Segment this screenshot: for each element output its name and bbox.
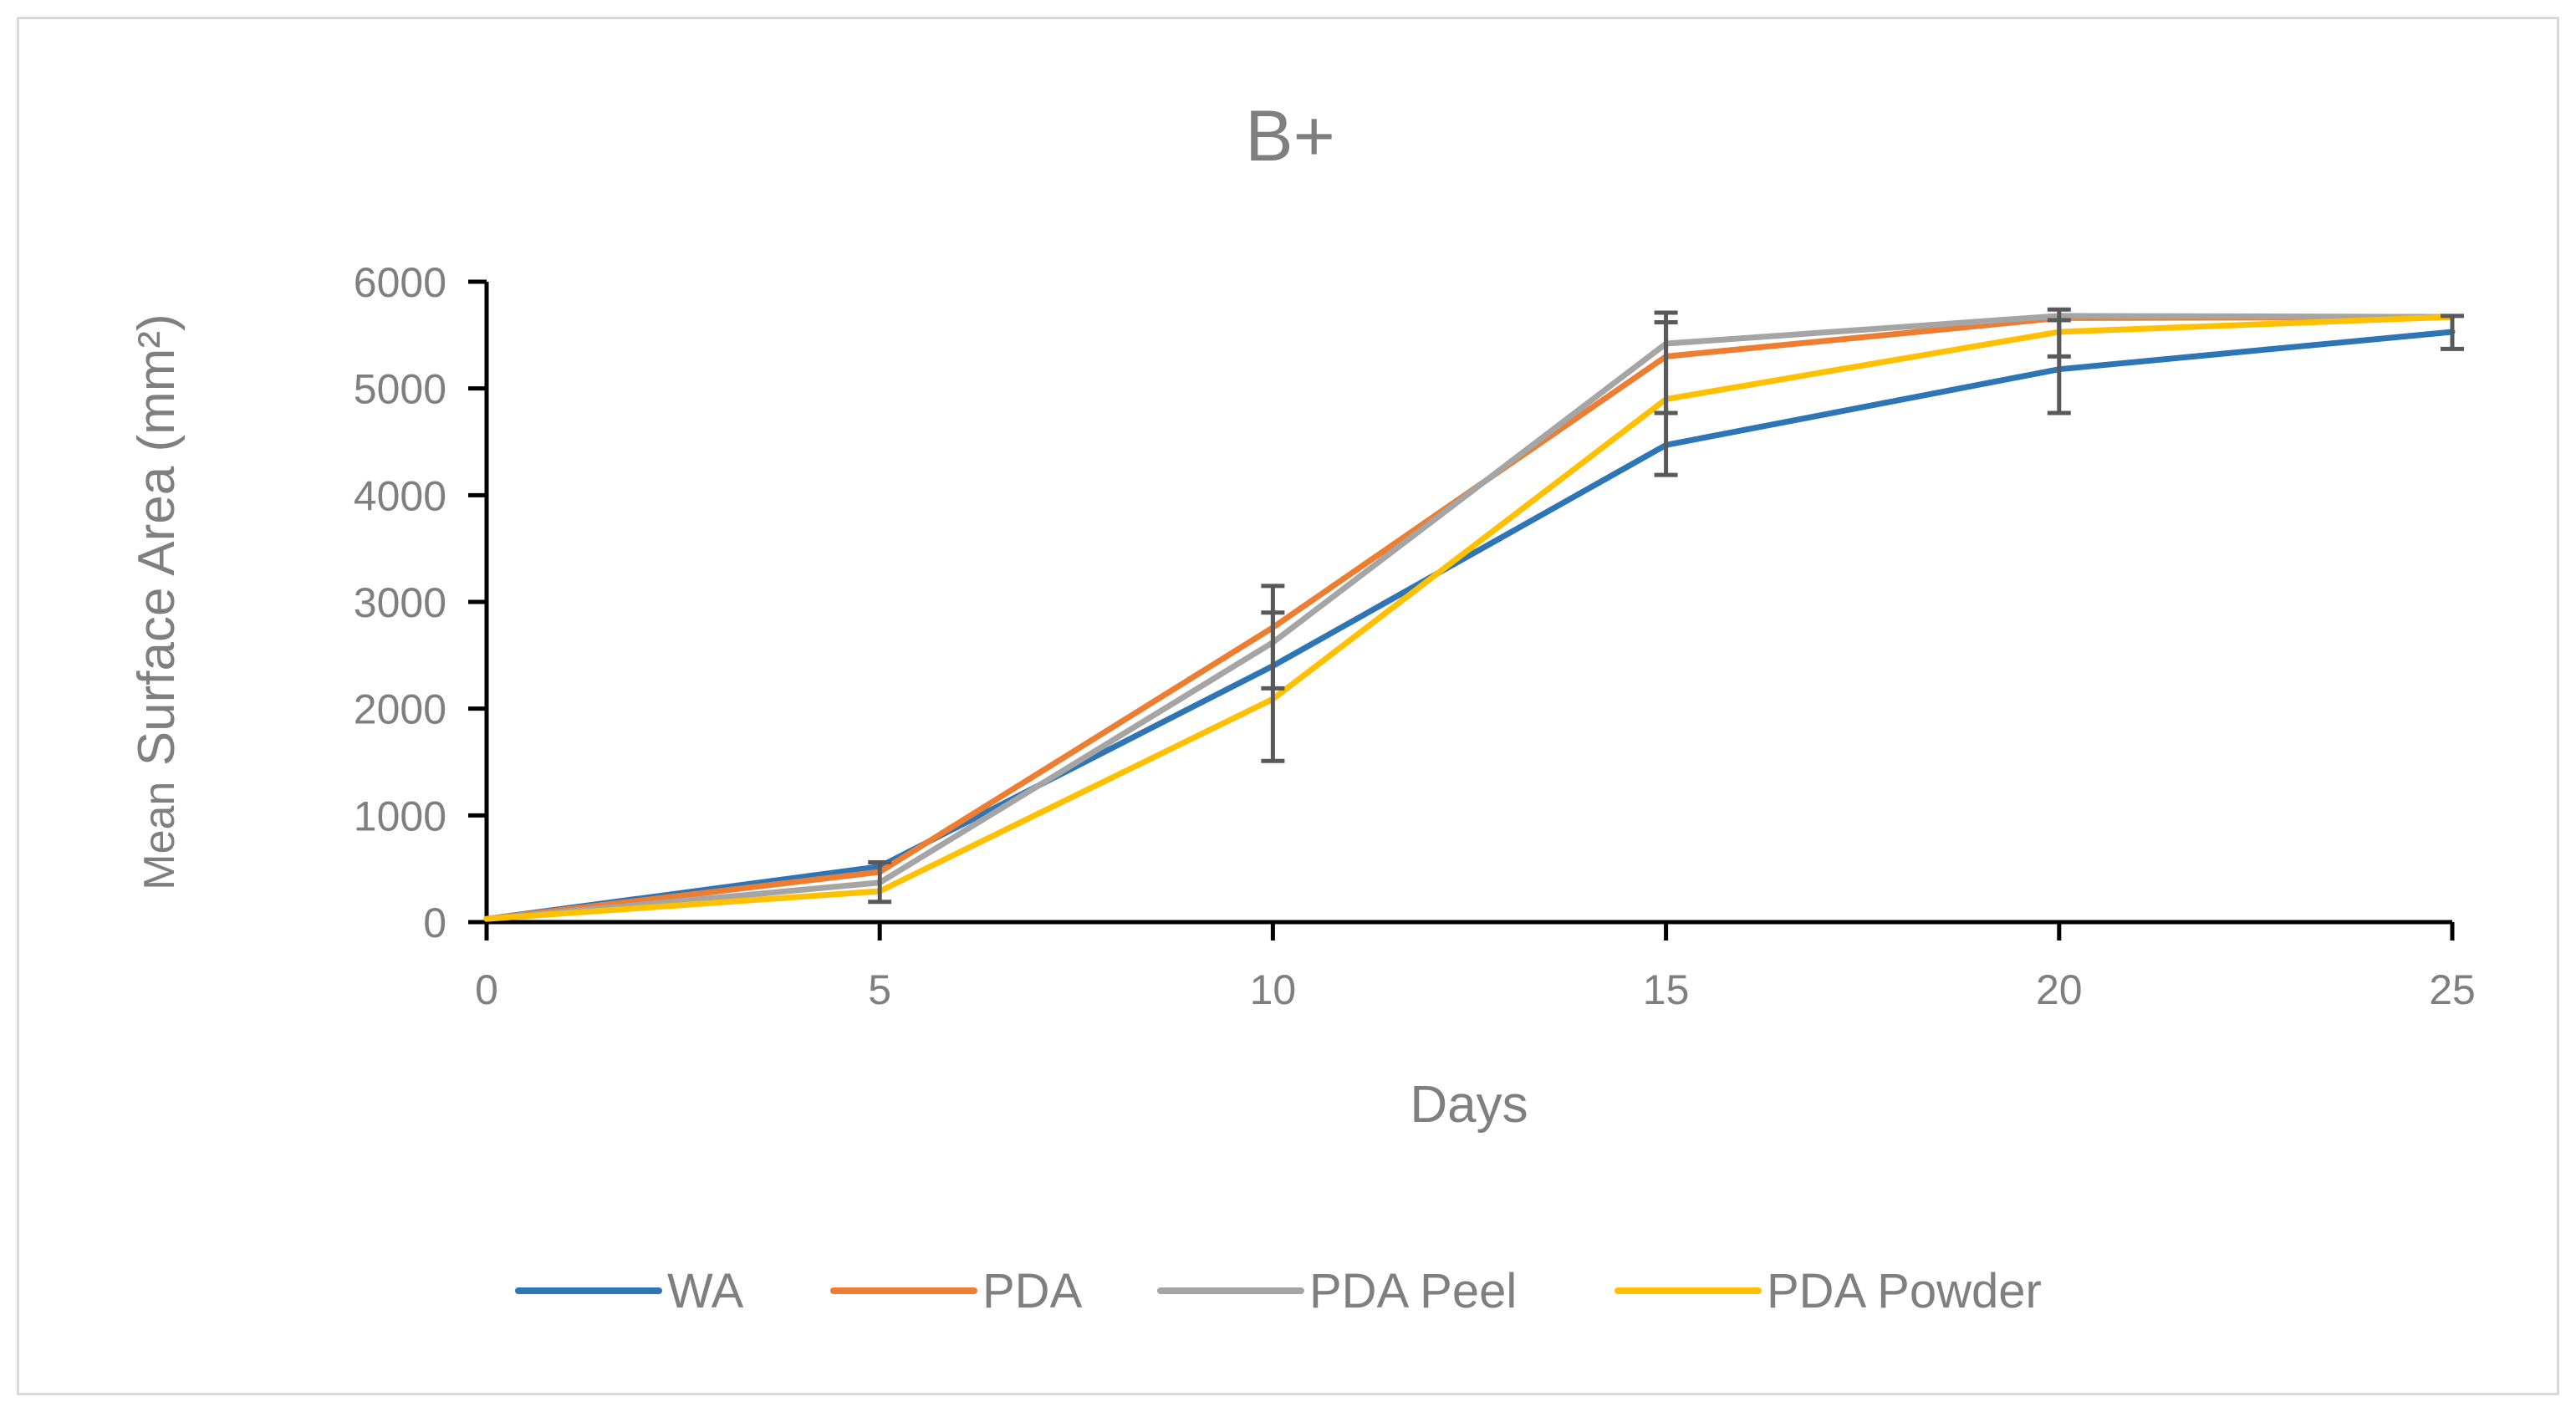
error-bar bbox=[2047, 318, 2071, 359]
series-line-pda-powder bbox=[483, 313, 2456, 922]
error-bar bbox=[1654, 320, 1678, 415]
y-axis-title-main: Surface Area (mm²) bbox=[128, 313, 186, 766]
legend-label: PDA Peel bbox=[1309, 1264, 1517, 1318]
axis-ticks bbox=[468, 279, 2455, 940]
x-tick-label: 10 bbox=[1250, 966, 1297, 1013]
y-tick-labels: 0 1000 2000 3000 4000 5000 6000 bbox=[354, 259, 446, 946]
chart-title: B+ bbox=[1245, 96, 1335, 176]
x-tick-label: 25 bbox=[2429, 966, 2476, 1013]
error-bar bbox=[2441, 313, 2464, 351]
x-tick-label: 15 bbox=[1643, 966, 1690, 1013]
y-tick-label: 0 bbox=[423, 900, 446, 946]
error-bar bbox=[1261, 610, 1285, 691]
legend-label: PDA bbox=[982, 1264, 1083, 1318]
x-axis-title: Days bbox=[1410, 1076, 1528, 1134]
x-tick-label: 20 bbox=[2036, 966, 2083, 1013]
x-tick-label: 5 bbox=[868, 966, 891, 1013]
error-bar bbox=[868, 860, 892, 905]
legend-item-pda-peel: PDA Peel bbox=[1157, 1264, 1517, 1318]
series-line-pda bbox=[483, 313, 2456, 922]
series-line-wa bbox=[483, 329, 2456, 922]
x-tick-label: 0 bbox=[475, 966, 498, 1013]
chart-frame bbox=[17, 17, 2559, 1395]
legend-item-pda: PDA bbox=[830, 1264, 1083, 1318]
y-tick-label: 2000 bbox=[354, 686, 446, 733]
error-bars bbox=[868, 307, 2464, 905]
legend-item-wa: WA bbox=[515, 1264, 744, 1318]
y-tick-label: 5000 bbox=[354, 366, 446, 413]
y-axis-title-prefix: Mean bbox=[135, 782, 184, 890]
legend-item-pda-powder: PDA Powder bbox=[1614, 1264, 2042, 1318]
series-lines bbox=[483, 313, 2456, 922]
x-tick-labels: 0 5 10 15 20 25 bbox=[475, 966, 2476, 1013]
y-tick-label: 1000 bbox=[354, 793, 446, 839]
legend-label: PDA Powder bbox=[1767, 1264, 2042, 1318]
series-line-pda-peel bbox=[483, 313, 2456, 922]
legend: WA PDA PDA Peel PDA Powder bbox=[515, 1264, 2042, 1318]
y-axis-title: Mean Surface Area (mm²) bbox=[128, 313, 186, 890]
y-tick-label: 4000 bbox=[354, 472, 446, 519]
legend-label: WA bbox=[667, 1264, 744, 1318]
y-tick-label: 6000 bbox=[354, 259, 446, 306]
y-tick-label: 3000 bbox=[354, 579, 446, 626]
